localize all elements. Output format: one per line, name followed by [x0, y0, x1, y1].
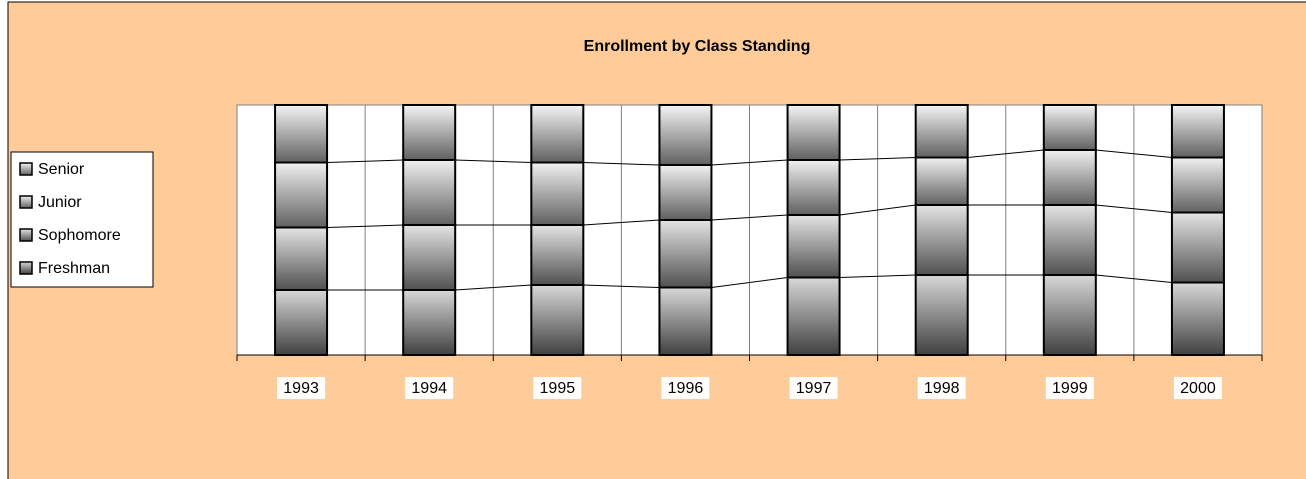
legend-swatch [19, 195, 33, 209]
series-line [839, 157, 916, 161]
x-tick-label: 1993 [283, 380, 319, 397]
bar-segment [402, 159, 457, 226]
series-line [327, 224, 404, 228]
bar-segment [658, 219, 713, 289]
series-line [455, 159, 532, 163]
series-line [967, 149, 1044, 158]
series-line [583, 162, 660, 166]
bar-segment [274, 104, 329, 164]
bar-segment [402, 289, 457, 356]
series-line [711, 277, 788, 288]
bar-segment [914, 104, 969, 159]
bar-segment [914, 156, 969, 206]
bar-segment [274, 161, 329, 229]
bar-segment [1170, 281, 1225, 356]
bar-segment [1170, 104, 1225, 159]
x-label-box [277, 377, 326, 399]
bar-segment [658, 104, 713, 166]
series-line [839, 274, 916, 278]
bar-segment [1042, 274, 1097, 356]
series-line [455, 284, 532, 291]
bar-segment [530, 284, 585, 356]
bar-segment [1042, 104, 1097, 151]
legend-swatch [19, 162, 33, 176]
bar-segment [402, 104, 457, 161]
series-line [1095, 274, 1172, 283]
x-tick-label: 1999 [1052, 380, 1088, 397]
bar-segment [914, 274, 969, 356]
bar-segment [786, 159, 841, 216]
legend-swatch [19, 228, 33, 242]
bar-segment [530, 224, 585, 286]
bar-segment [1170, 211, 1225, 284]
bar-segment [530, 104, 585, 164]
legend-label: Freshman [38, 260, 110, 277]
x-label-box [533, 377, 582, 399]
bar-segment [786, 276, 841, 356]
x-label-box [1045, 377, 1094, 399]
bar-segment [274, 226, 329, 291]
bar-segment [1042, 204, 1097, 276]
bar-segment [658, 164, 713, 221]
x-label-box [661, 377, 710, 399]
bar-segment [402, 224, 457, 291]
x-label-box [917, 377, 966, 399]
x-tick-label: 1998 [924, 380, 960, 397]
x-tick-label: 1996 [668, 380, 704, 397]
series-line [583, 284, 660, 288]
chart-title: Enrollment by Class Standing [584, 38, 811, 55]
bar-segment [1042, 149, 1097, 206]
series-line [327, 159, 404, 163]
bar-segment [530, 161, 585, 226]
bar-segment [274, 289, 329, 356]
series-line [839, 204, 916, 216]
legend [10, 151, 154, 288]
series-line [1095, 204, 1172, 213]
legend-label: Sophomore [38, 227, 121, 244]
x-tick-label: 1994 [411, 380, 447, 397]
x-tick-label: 2000 [1180, 380, 1216, 397]
bar-segment [786, 214, 841, 279]
bar-segment [786, 104, 841, 161]
legend-label: Senior [38, 161, 85, 178]
x-tick-label: 1997 [796, 380, 832, 397]
series-line [583, 219, 660, 226]
series-line [1095, 149, 1172, 158]
legend-label: Junior [38, 194, 82, 211]
legend-swatch [19, 261, 33, 275]
bar-segment [914, 204, 969, 276]
x-tick-label: 1995 [540, 380, 576, 397]
series-line [711, 214, 788, 221]
bar-segment [658, 286, 713, 356]
series-line [711, 159, 788, 166]
bar-segment [1170, 156, 1225, 214]
x-label-box [405, 377, 454, 399]
x-label-box [1173, 377, 1222, 399]
x-label-box [789, 377, 838, 399]
